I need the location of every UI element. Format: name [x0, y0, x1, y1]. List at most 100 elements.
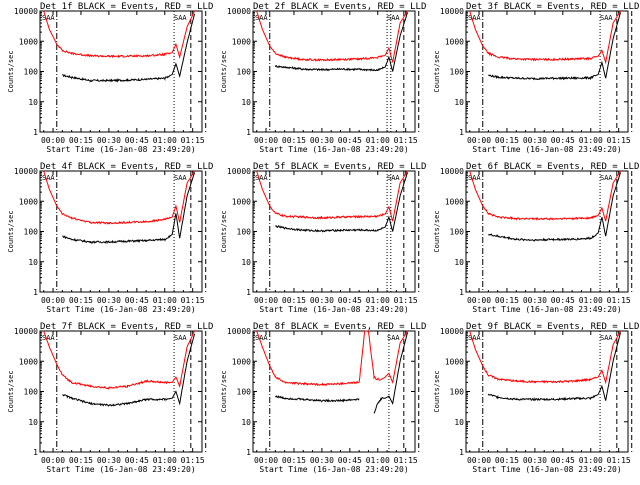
- plot-frame: [252, 330, 416, 453]
- y-tick-label: 1: [33, 288, 38, 297]
- y-axis-label: Counts/sec: [7, 50, 15, 92]
- y-tick-label: 10000: [14, 7, 38, 16]
- y-tick-label: 10: [241, 98, 251, 107]
- x-tick-label: 00:00: [41, 296, 65, 305]
- y-tick-label: 100: [237, 68, 252, 77]
- x-tick-label: 01:15: [607, 296, 631, 305]
- saa-label: SAA: [255, 334, 268, 342]
- series-line-lld: [43, 170, 196, 225]
- series-line-events: [488, 12, 622, 81]
- series-line-lld: [469, 170, 622, 222]
- x-tick-label: 00:45: [338, 456, 362, 465]
- series-line-events: [487, 332, 622, 402]
- y-tick-label: 100: [450, 68, 465, 77]
- x-axis-label: Start Time (16-Jan-08 23:49:20): [472, 305, 621, 314]
- x-tick-label: 00:00: [254, 136, 278, 145]
- x-tick-label: 01:15: [607, 456, 631, 465]
- plot-panel-7: Det 7f BLACK = Events, RED = LLD 1 10 100 10…: [7, 322, 213, 474]
- x-tick-label: 00:00: [467, 136, 491, 145]
- x-axis-label: Start Time (16-Jan-08 23:49:20): [259, 145, 408, 154]
- series-line-events: [274, 172, 409, 233]
- y-tick-label: 10: [28, 98, 38, 107]
- x-axis-label: Start Time (16-Jan-08 23:49:20): [259, 305, 408, 314]
- series-line-events: [62, 172, 196, 245]
- x-tick-label: 01:15: [394, 136, 418, 145]
- x-tick-label: 01:15: [394, 456, 418, 465]
- x-tick-label: 00:00: [41, 136, 65, 145]
- x-tick-label: 00:15: [69, 136, 93, 145]
- y-tick-label: 1: [459, 448, 464, 457]
- x-tick-label: 01:15: [181, 136, 205, 145]
- x-tick-label: 01:00: [579, 456, 603, 465]
- x-axis-label: Start Time (16-Jan-08 23:49:20): [46, 305, 195, 314]
- x-tick-label: 00:15: [69, 456, 93, 465]
- plot-title: Det 6f BLACK = Events, RED = LLD: [466, 162, 639, 172]
- x-tick-label: 00:15: [69, 296, 93, 305]
- y-axis-label: Counts/sec: [433, 370, 441, 412]
- series-line-lld: [256, 10, 409, 63]
- x-tick-label: 00:00: [467, 296, 491, 305]
- y-axis-label: Counts/sec: [220, 370, 228, 412]
- y-tick-label: 10000: [14, 167, 38, 176]
- x-tick-label: 00:15: [282, 296, 306, 305]
- y-tick-label: 1: [246, 288, 251, 297]
- x-tick-label: 00:45: [125, 296, 149, 305]
- x-tick-label: 00:00: [254, 296, 278, 305]
- y-tick-label: 1: [246, 448, 251, 457]
- y-tick-label: 100: [24, 228, 39, 237]
- saa-label: SAA: [255, 174, 268, 182]
- y-tick-label: 10: [241, 258, 251, 267]
- saa-label: SAA: [600, 174, 613, 182]
- plot-title: Det 3f BLACK = Events, RED = LLD: [466, 2, 639, 12]
- series-line-events: [62, 13, 196, 83]
- x-tick-label: 00:30: [523, 136, 547, 145]
- x-tick-label: 00:30: [523, 296, 547, 305]
- x-tick-label: 01:00: [366, 296, 390, 305]
- x-tick-label: 00:00: [254, 456, 278, 465]
- y-tick-label: 1000: [445, 357, 464, 366]
- x-tick-label: 01:15: [181, 296, 205, 305]
- plot-panel-2: Det 2f BLACK = Events, RED = LLD 1 10 100 10…: [220, 2, 426, 154]
- y-tick-label: 100: [237, 228, 252, 237]
- y-tick-label: 10: [454, 418, 464, 427]
- x-axis-label: Start Time (16-Jan-08 23:49:20): [259, 465, 408, 474]
- y-tick-label: 10000: [440, 167, 464, 176]
- saa-label: SAA: [255, 14, 268, 22]
- y-tick-label: 1: [33, 128, 38, 137]
- x-axis-label: Start Time (16-Jan-08 23:49:20): [472, 465, 621, 474]
- x-tick-label: 00:30: [310, 296, 334, 305]
- series-line-events: [274, 12, 409, 72]
- x-tick-label: 01:00: [579, 136, 603, 145]
- saa-label: SAA: [42, 334, 55, 342]
- saa-label: SAA: [174, 14, 187, 22]
- x-tick-label: 01:00: [366, 136, 390, 145]
- y-tick-label: 1000: [232, 357, 251, 366]
- x-tick-label: 01:00: [153, 296, 177, 305]
- saa-label: SAA: [468, 174, 481, 182]
- x-tick-label: 00:15: [495, 456, 519, 465]
- x-tick-label: 00:30: [523, 456, 547, 465]
- y-tick-label: 1000: [19, 197, 38, 206]
- plot-title: Det 8f BLACK = Events, RED = LLD: [253, 322, 426, 332]
- y-tick-label: 10000: [440, 327, 464, 336]
- saa-label: SAA: [387, 14, 400, 22]
- x-tick-label: 00:45: [125, 136, 149, 145]
- y-tick-label: 1: [459, 288, 464, 297]
- x-tick-label: 00:00: [467, 456, 491, 465]
- x-tick-label: 00:15: [495, 296, 519, 305]
- series-line-events: [274, 332, 409, 414]
- y-tick-label: 10000: [227, 327, 251, 336]
- y-tick-label: 1000: [232, 37, 251, 46]
- y-tick-label: 1000: [19, 37, 38, 46]
- saa-label: SAA: [387, 334, 400, 342]
- saa-label: SAA: [600, 334, 613, 342]
- x-tick-label: 00:15: [282, 136, 306, 145]
- series-line-lld: [469, 330, 622, 385]
- y-axis-label: Counts/sec: [433, 210, 441, 252]
- x-tick-label: 00:45: [338, 136, 362, 145]
- plot-panel-1: Det 1f BLACK = Events, RED = LLD 1 10 100 10…: [7, 2, 213, 154]
- series-line-events: [62, 333, 196, 407]
- x-axis-label: Start Time (16-Jan-08 23:49:20): [46, 145, 195, 154]
- y-tick-label: 10: [454, 258, 464, 267]
